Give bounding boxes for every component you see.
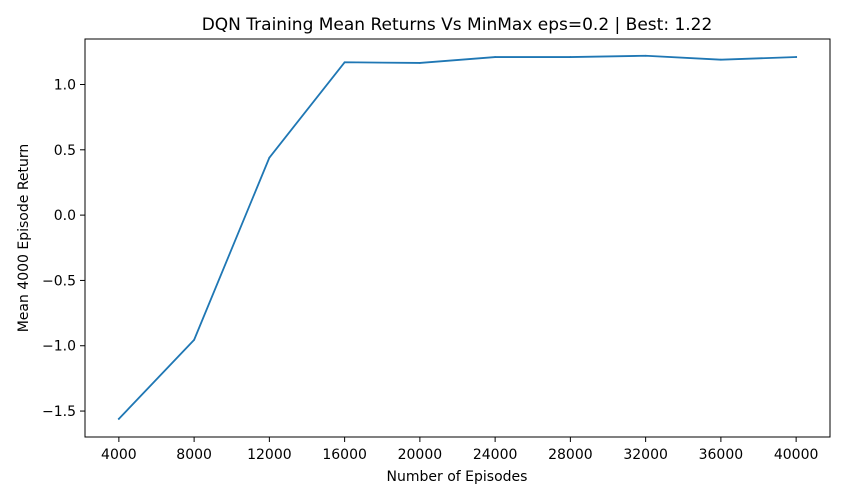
x-axis: 4000 8000 12000 16000 20000 24000 28000 32000 36… xyxy=(101,437,818,463)
data-point xyxy=(569,56,572,58)
x-tick-label: 12000 xyxy=(247,447,292,463)
data-point xyxy=(494,56,497,58)
x-tick-label: 20000 xyxy=(398,447,443,463)
x-tick-label: 40000 xyxy=(774,447,819,463)
y-tick-label: −1.0 xyxy=(42,339,76,355)
x-tick-label: 32000 xyxy=(623,447,668,463)
data-point xyxy=(644,54,647,57)
plot-area xyxy=(84,38,831,438)
x-tick-label: 8000 xyxy=(176,447,212,463)
x-axis-label: Number of Episodes xyxy=(387,469,528,485)
x-tick-label: 28000 xyxy=(548,447,593,463)
x-tick-label: 36000 xyxy=(699,447,744,463)
series-layer xyxy=(117,54,798,421)
data-point xyxy=(193,338,196,341)
data-point xyxy=(795,56,798,58)
x-tick-label: 16000 xyxy=(322,447,367,463)
series-line xyxy=(117,54,798,421)
y-axis-label: Mean 4000 Episode Return xyxy=(16,144,32,333)
y-tick-label: −1.5 xyxy=(42,404,76,420)
data-point xyxy=(418,62,421,64)
y-tick-label: 0.0 xyxy=(54,208,76,224)
y-tick-label: −0.5 xyxy=(42,273,76,289)
y-tick-label: 1.0 xyxy=(54,77,76,93)
chart-title: DQN Training Mean Returns Vs MinMax eps=… xyxy=(202,15,713,35)
axes-frame xyxy=(84,38,831,438)
y-axis: −1.5 −1.0 −0.5 0.0 0.5 1.0 xyxy=(42,77,85,420)
data-point xyxy=(719,58,722,61)
data-point xyxy=(343,61,346,64)
x-tick-label: 4000 xyxy=(101,447,137,463)
data-point xyxy=(117,417,120,420)
x-tick-label: 24000 xyxy=(473,447,518,463)
y-tick-label: 0.5 xyxy=(54,143,76,159)
data-point xyxy=(268,156,271,159)
